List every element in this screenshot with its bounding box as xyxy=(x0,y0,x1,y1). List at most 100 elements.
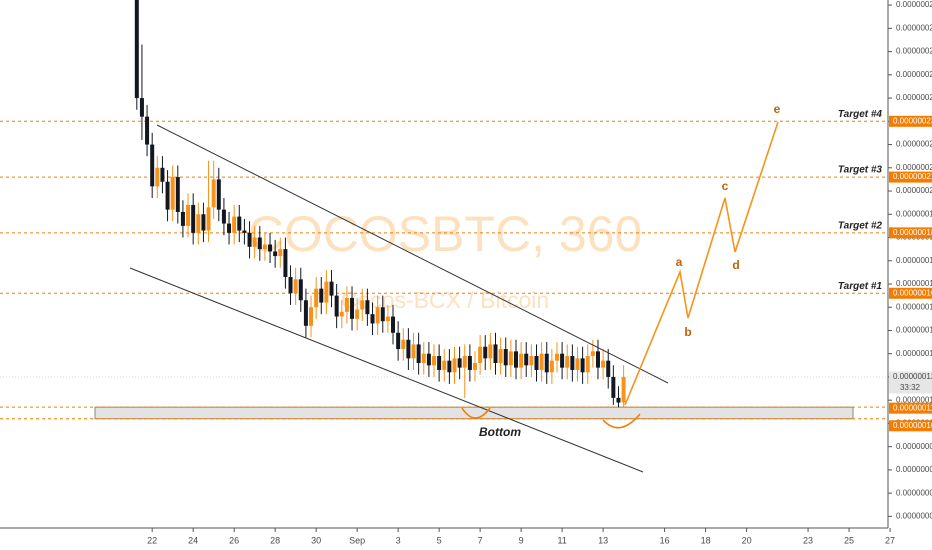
price-label-bg xyxy=(889,287,932,299)
candle-body xyxy=(513,351,518,368)
candle-body xyxy=(150,144,155,187)
target-label: Target #2 xyxy=(838,220,883,231)
candle-body xyxy=(447,360,452,373)
candle-body xyxy=(554,353,559,361)
candle-body xyxy=(544,353,549,373)
x-tick-label: 30 xyxy=(311,535,321,545)
y-tick-label: 0.00000028 xyxy=(896,0,932,9)
candle-body xyxy=(442,360,447,370)
bottom-arc xyxy=(602,413,641,429)
candle-body xyxy=(329,281,334,296)
candle-body xyxy=(262,244,267,250)
bottom-label: Bottom xyxy=(479,425,521,439)
candle-body xyxy=(227,223,232,233)
candle-body xyxy=(370,314,375,324)
candle-body xyxy=(452,358,457,373)
candle-body xyxy=(375,307,380,324)
candle-body xyxy=(273,251,278,257)
target-label: Target #1 xyxy=(838,281,883,292)
price-label: 0.00000023 xyxy=(893,116,932,125)
x-tick-label: 18 xyxy=(701,535,711,545)
candle-body xyxy=(145,116,150,145)
candle-body xyxy=(211,179,216,208)
price-label: 0.00000018 xyxy=(893,228,932,237)
y-tick-label: 0.00000017 xyxy=(896,256,932,265)
candle-body xyxy=(314,288,319,308)
wave-label: d xyxy=(732,258,739,272)
candle-body xyxy=(493,344,498,363)
x-tick-label: 27 xyxy=(885,535,895,545)
candle-body xyxy=(595,351,600,368)
candle-body xyxy=(437,356,442,370)
x-tick-label: 5 xyxy=(437,535,442,545)
price-label: 0.00000021 xyxy=(893,172,932,181)
y-tick-label: 0.00000011 xyxy=(896,395,932,404)
y-tick-label: 0.00000019 xyxy=(896,209,932,218)
candle-body xyxy=(165,181,170,210)
y-tick-label: 0.00000008 xyxy=(896,465,932,474)
candle-body xyxy=(139,98,144,117)
candle-body xyxy=(473,363,478,370)
candle-body xyxy=(524,353,529,366)
candle-body xyxy=(288,277,293,294)
x-tick-label: 11 xyxy=(557,535,566,545)
x-tick-label: 9 xyxy=(519,535,524,545)
countdown: 33:32 xyxy=(900,383,921,392)
candles xyxy=(134,0,626,408)
wave-label: e xyxy=(774,102,781,116)
wave-label: a xyxy=(676,255,683,269)
x-tick-label: 22 xyxy=(147,535,157,545)
candle-body xyxy=(529,356,534,366)
candle-body xyxy=(196,214,201,233)
candle-body xyxy=(160,167,165,182)
candle-body xyxy=(560,353,565,368)
y-tick-label: 0.00000025 xyxy=(896,70,932,79)
candle-body xyxy=(237,216,242,231)
x-tick-label: 28 xyxy=(270,535,280,545)
candle-body xyxy=(549,360,554,373)
candle-body xyxy=(350,297,355,319)
candle-body xyxy=(406,339,411,359)
candle-body xyxy=(257,237,262,250)
candle-body xyxy=(575,358,580,370)
current-price-label: 0.00000012 xyxy=(893,372,932,381)
price-label-bg xyxy=(889,171,932,183)
candle-body xyxy=(283,249,288,278)
price-label-bg xyxy=(889,115,932,127)
support-zone xyxy=(94,406,854,420)
candle-body xyxy=(534,356,539,370)
candle-body xyxy=(416,344,421,363)
x-tick-label: 7 xyxy=(478,535,483,545)
upper-trendline xyxy=(156,124,669,384)
candle-body xyxy=(616,397,621,403)
candle-body xyxy=(570,356,575,370)
candle-body xyxy=(278,249,283,257)
price-label-bg xyxy=(889,402,932,414)
candle-body xyxy=(247,232,252,247)
candle-body xyxy=(539,353,544,370)
candle-body xyxy=(268,244,273,252)
x-tick-label: 20 xyxy=(742,535,752,545)
candle-body xyxy=(498,349,503,363)
candle-body xyxy=(201,214,206,231)
y-tick-label: 0.00000007 xyxy=(896,488,932,497)
candle-body xyxy=(590,351,595,357)
x-tick-label: Sep xyxy=(349,535,365,545)
candle-body xyxy=(155,167,160,187)
candle-body xyxy=(360,300,365,310)
x-tick-label: 24 xyxy=(188,535,198,545)
candle-body xyxy=(457,358,462,368)
price-label: 0.00000016 xyxy=(893,288,932,297)
watermark: COCOSBTC, 360 Cocos-BCX / Bitcoin xyxy=(248,206,643,313)
y-tick-label: 0.00000006 xyxy=(896,511,932,520)
candle-body xyxy=(180,211,185,226)
x-tick-label: 3 xyxy=(396,535,401,545)
candle-body xyxy=(411,344,416,359)
overlay: 0.00000011 0.00000010 Target #4 0.00000023 T… xyxy=(838,109,932,432)
candle-body xyxy=(344,297,349,312)
watermark-title: COCOSBTC, 360 xyxy=(248,206,643,262)
candle-body xyxy=(432,356,437,366)
price-label-bg xyxy=(889,227,932,239)
y-tick-label: 0.00000013 xyxy=(896,349,932,358)
